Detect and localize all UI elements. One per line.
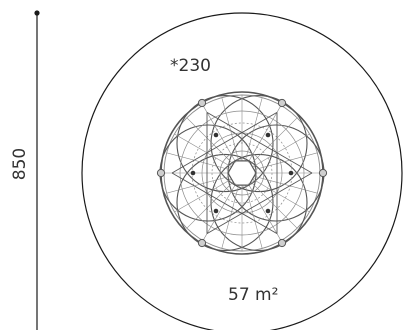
dome-inner-node — [190, 170, 196, 176]
dome-rope — [202, 183, 237, 241]
height-label: 850 — [10, 147, 30, 181]
dome-center-hexagon — [227, 160, 257, 186]
dome-rope — [253, 175, 318, 194]
dome-inner-node — [213, 132, 219, 138]
dome-rope — [252, 133, 310, 168]
dome-star-line — [206, 172, 313, 235]
dome-petal-ring — [176, 153, 274, 251]
dome-rope — [252, 178, 310, 213]
dome-rope — [244, 184, 263, 249]
dome-petal-ring — [176, 95, 274, 193]
climbing-dome-top-view — [156, 91, 328, 255]
dome-post — [156, 168, 166, 178]
dome-post — [277, 238, 287, 248]
dome-rope — [247, 105, 282, 163]
dome-rope — [221, 184, 240, 249]
dome-rope — [221, 97, 240, 162]
dome-post — [197, 238, 207, 248]
dome-inner-node — [213, 208, 219, 214]
dome-inner-node — [288, 170, 294, 176]
dome-rope — [244, 97, 263, 162]
dome-rope — [186, 181, 234, 229]
dome-rope — [166, 152, 231, 171]
dome-rope — [250, 117, 298, 165]
dome-inner-node — [265, 208, 271, 214]
dome-petal-ring — [210, 153, 308, 251]
dome-rope — [247, 183, 282, 241]
dome-rope — [253, 152, 318, 171]
height-dimension-dot — [34, 10, 40, 16]
dome-rope — [174, 178, 232, 213]
dome-star-line — [171, 172, 278, 235]
dome-petal-ring — [210, 95, 308, 193]
dome-star-line — [206, 111, 313, 174]
dome-rope — [250, 181, 298, 229]
safety-area-circle — [81, 12, 403, 334]
dome-rope — [202, 105, 237, 163]
reference-label: *230 — [170, 56, 211, 76]
dome-post — [197, 98, 207, 108]
dome-inner-node — [265, 132, 271, 138]
dome-post — [277, 98, 287, 108]
area-label: 57 m² — [228, 285, 279, 305]
dome-rope — [186, 117, 234, 165]
dome-post — [318, 168, 328, 178]
dome-rope — [174, 133, 232, 168]
dome-rope — [166, 175, 231, 194]
dome-star-line — [171, 111, 278, 174]
